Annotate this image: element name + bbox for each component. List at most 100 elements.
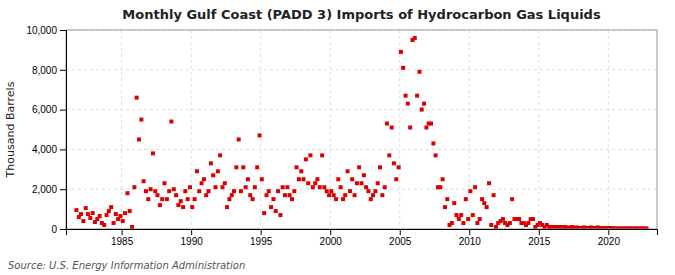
point [105, 213, 109, 217]
point [114, 212, 118, 216]
point [225, 205, 229, 209]
point [494, 225, 498, 229]
point [267, 189, 271, 193]
point [459, 213, 463, 217]
point [246, 177, 250, 181]
point [146, 197, 150, 201]
point [339, 185, 343, 189]
x-grid-line [399, 30, 400, 229]
point [517, 217, 521, 221]
x-tick-label: 2010 [459, 236, 482, 247]
grid [66, 30, 657, 229]
point [464, 197, 468, 201]
point [232, 189, 236, 193]
point [378, 165, 382, 169]
point [204, 193, 208, 197]
chart-svg: 1985199019952000200520102015202002,0004,… [0, 0, 675, 275]
y-tick-mark [60, 149, 66, 150]
point [401, 66, 405, 70]
point [295, 165, 299, 169]
x-tick-label: 2000 [320, 236, 343, 247]
y-tick-label: 6,000 [32, 104, 57, 115]
x-grid-line [469, 30, 470, 229]
point [343, 193, 347, 197]
point [98, 214, 102, 218]
point [276, 189, 280, 193]
point [151, 151, 155, 155]
x-tick: 2015 [528, 229, 551, 247]
point [362, 173, 366, 177]
point [237, 137, 241, 141]
point [91, 211, 95, 215]
point [327, 193, 331, 197]
point [408, 126, 412, 130]
point [144, 189, 148, 193]
point [332, 193, 336, 197]
point [81, 219, 85, 223]
point [174, 193, 178, 197]
plot-area: 1985199019952000200520102015202002,0004,… [26, 25, 657, 247]
point [443, 205, 447, 209]
point [387, 153, 391, 157]
x-grid-line [538, 30, 539, 229]
point [399, 50, 403, 54]
x-tick: 1985 [111, 229, 134, 247]
y-tick-mark [60, 189, 66, 190]
point [139, 118, 143, 122]
point [299, 169, 303, 173]
point [313, 181, 317, 185]
point [107, 209, 111, 213]
point [510, 197, 514, 201]
point [74, 208, 78, 212]
point [288, 193, 292, 197]
x-tick-mark [261, 229, 262, 235]
point [188, 185, 192, 189]
point [413, 36, 417, 40]
point [179, 199, 183, 203]
point [420, 108, 424, 112]
point [209, 161, 213, 165]
point [441, 177, 445, 181]
point [125, 191, 129, 195]
point [84, 206, 88, 210]
point [167, 189, 171, 193]
point [162, 181, 166, 185]
point [404, 94, 408, 98]
point [355, 181, 359, 185]
point [86, 212, 90, 216]
point [480, 197, 484, 201]
point [135, 96, 139, 100]
point [478, 217, 482, 221]
x-tick: 1990 [181, 229, 204, 247]
point [445, 197, 449, 201]
point [153, 189, 157, 193]
point [211, 173, 215, 177]
y-grid-line [66, 109, 657, 110]
y-tick: 8,000 [32, 65, 66, 76]
point [360, 181, 364, 185]
point [364, 185, 368, 189]
x-axis: 1985 1990 1995 2000 2005 2010 2015 2020 [67, 229, 658, 247]
point [123, 211, 127, 215]
x-tick: 2020 [598, 229, 621, 247]
point [306, 181, 310, 185]
point [156, 193, 160, 197]
x-tick-mark [330, 229, 331, 235]
point [482, 201, 486, 205]
y-axis-line [60, 31, 67, 230]
point [471, 213, 475, 217]
point [334, 197, 338, 201]
point [220, 185, 224, 189]
point [292, 189, 296, 193]
x-tick: 2010 [459, 229, 482, 247]
x-tick-mark [191, 229, 192, 235]
point [376, 181, 380, 185]
point [190, 205, 194, 209]
plot-frame [66, 30, 657, 229]
x-tick: 1995 [250, 229, 273, 247]
x-tick-label: 2005 [389, 236, 412, 247]
point [461, 221, 465, 225]
y-axis: 02,0004,0006,0008,00010,000 [26, 25, 66, 235]
point [278, 213, 282, 217]
point [415, 94, 419, 98]
